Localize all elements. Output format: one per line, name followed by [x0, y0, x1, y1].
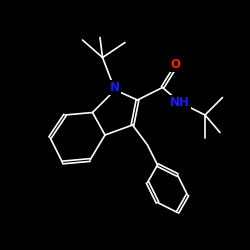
- Text: NH: NH: [170, 96, 190, 109]
- Text: N: N: [110, 81, 120, 94]
- Text: O: O: [170, 58, 180, 71]
